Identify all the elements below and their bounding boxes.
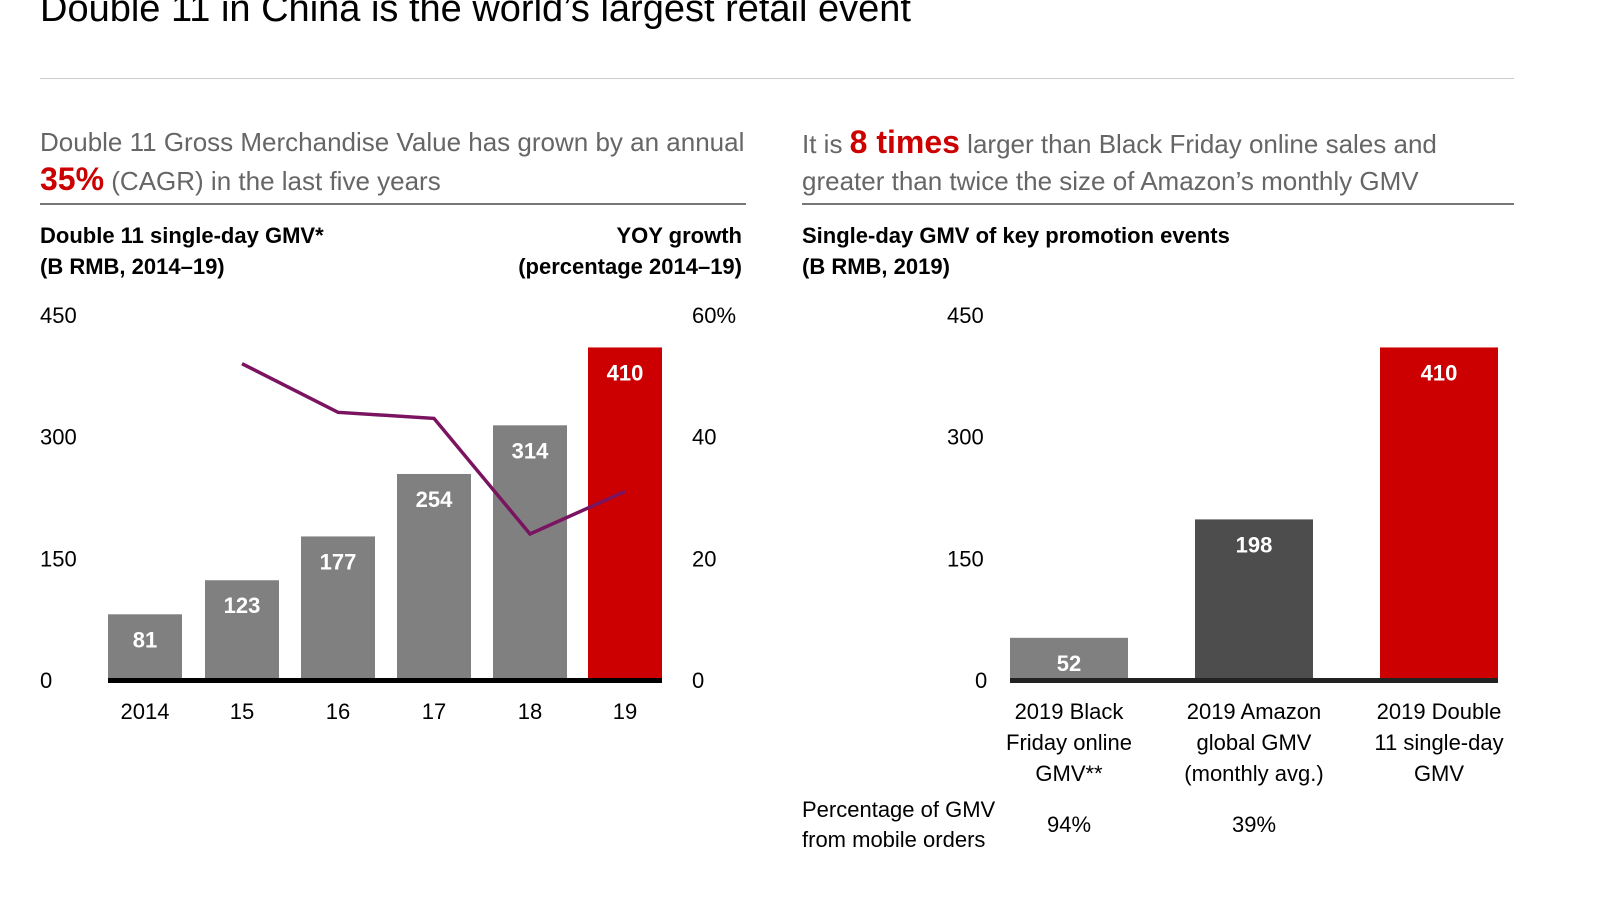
header-line: Single-day GMV of key promotion events (802, 223, 1230, 248)
subtitle-text: (CAGR) in the last five years (104, 166, 441, 196)
right-subtitle: It is 8 times larger than Black Friday o… (802, 124, 1522, 200)
x-tick-label: 18 (518, 699, 542, 724)
y2-tick-label: 40 (692, 425, 716, 450)
bar (1380, 347, 1498, 680)
left-subtitle: Double 11 Gross Merchandise Value has gr… (40, 124, 750, 200)
bar (108, 614, 182, 680)
mobile-label: Percentage of GMV from mobile orders (802, 795, 995, 855)
bar (301, 536, 375, 680)
divider (40, 78, 1514, 79)
header-line: (B RMB, 2019) (802, 254, 950, 279)
y-tick-label: 0 (975, 668, 987, 693)
header-line: (percentage 2014–19) (518, 254, 742, 279)
label-line: from mobile orders (802, 827, 986, 852)
x-tick-label: 2014 (121, 699, 170, 724)
bar-value-label: 314 (512, 438, 549, 463)
x-tick-label: (monthly avg.) (1184, 761, 1323, 786)
divider (802, 203, 1514, 205)
header-line: Double 11 single-day GMV* (40, 223, 324, 248)
y-tick-label: 300 (40, 425, 77, 450)
right-axis-header: YOY growth (percentage 2014–19) (518, 220, 742, 282)
bar-value-label: 254 (416, 487, 453, 512)
y2-tick-label: 20 (692, 546, 716, 571)
y-tick-label: 150 (947, 546, 984, 571)
header-line: YOY growth (616, 223, 743, 248)
y2-tick-label: 60% (692, 303, 736, 328)
x-tick-label: 19 (613, 699, 637, 724)
mobile-value: 39% (1231, 812, 1277, 837)
bar-value-label: 52 (1057, 651, 1081, 676)
yoy-growth-line (241, 362, 626, 537)
bar (397, 473, 471, 680)
y-tick-label: 0 (40, 668, 52, 693)
page-title: Double 11 in China is the world’s larges… (40, 0, 911, 30)
x-axis-baseline (1010, 678, 1498, 683)
x-tick-label: Friday online (1006, 730, 1132, 755)
x-tick-label: 2019 Black (1015, 699, 1125, 724)
bar (205, 580, 279, 680)
y-tick-label: 450 (40, 303, 77, 328)
y-tick-label: 300 (947, 425, 984, 450)
right-chart-header: Single-day GMV of key promotion events (B… (802, 220, 1230, 282)
x-tick-label: 17 (422, 699, 446, 724)
bar-value-label: 123 (224, 593, 261, 618)
bar-value-label: 410 (1421, 360, 1458, 385)
subtitle-text: It is (802, 129, 850, 159)
label-line: Percentage of GMV (802, 797, 996, 822)
left-chart-header: Double 11 single-day GMV* (B RMB, 2014–19… (40, 220, 324, 282)
y-tick-label: 150 (40, 546, 77, 571)
bar (493, 425, 567, 680)
bar-value-label: 410 (607, 360, 644, 385)
times-highlight: 8 times (849, 124, 960, 160)
subtitle-text: larger than Black Friday online sales an… (802, 129, 1437, 196)
x-axis-baseline (108, 678, 662, 683)
x-tick-label: 2019 Double (1377, 699, 1502, 724)
bar-value-label: 177 (320, 549, 357, 574)
x-tick-label: 15 (230, 699, 254, 724)
bar-value-label: 81 (133, 627, 157, 652)
cagr-highlight: 35% (40, 161, 105, 197)
x-tick-label: GMV** (1035, 761, 1103, 786)
x-tick-label: global GMV (1197, 730, 1312, 755)
bar (588, 347, 662, 680)
bar (1010, 637, 1128, 680)
divider (40, 203, 746, 205)
x-tick-label: 2019 Amazon (1187, 699, 1322, 724)
mobile-value: 94% (1046, 812, 1092, 837)
bar-value-label: 198 (1236, 532, 1273, 557)
bar (1195, 519, 1313, 680)
y-tick-label: 450 (947, 303, 984, 328)
header-line: (B RMB, 2014–19) (40, 254, 225, 279)
subtitle-text: Double 11 Gross Merchandise Value has gr… (40, 127, 745, 157)
x-tick-label: 11 single-day (1374, 730, 1503, 755)
x-tick-label: GMV (1414, 761, 1464, 786)
y2-tick-label: 0 (692, 668, 704, 693)
x-tick-label: 16 (326, 699, 350, 724)
